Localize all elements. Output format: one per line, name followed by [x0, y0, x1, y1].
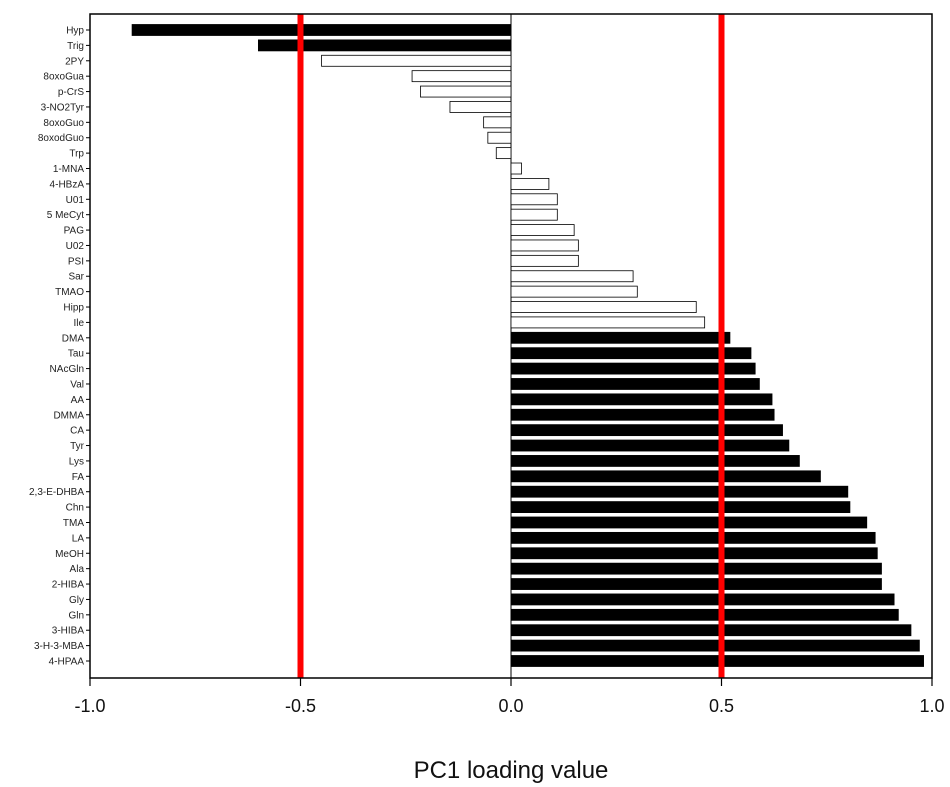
category-label: Trig — [67, 41, 84, 52]
category-label: PAG — [64, 226, 85, 237]
category-label: 2-HIBA — [52, 580, 85, 591]
category-label: 4-HBzA — [50, 179, 85, 190]
category-label: Lys — [69, 456, 84, 467]
bar-2-hiba — [510, 578, 882, 590]
category-label: TMA — [63, 518, 84, 529]
category-label: U01 — [66, 195, 85, 206]
x-tick-label: 0.5 — [709, 696, 734, 716]
bar-tyr — [510, 439, 790, 452]
x-tick-label: 1.0 — [919, 696, 944, 716]
bar-3-no2tyr — [449, 101, 512, 113]
category-label: Tau — [68, 349, 84, 360]
category-label: DMMA — [53, 410, 84, 421]
bar-ca — [510, 424, 783, 437]
bar-3-hiba — [510, 624, 912, 637]
category-label: DMA — [62, 333, 85, 344]
category-label: U02 — [66, 241, 85, 252]
category-labels: Hyp Trig 2PY 8oxoGua p-CrS 3-NO2Tyr 8oxoGuo 8ox… — [29, 26, 90, 668]
bar-tma — [510, 516, 868, 529]
category-label: 2PY — [65, 56, 84, 67]
bar-dmma — [510, 408, 775, 421]
category-label: 1-MNA — [53, 164, 84, 175]
bar-psi — [510, 254, 579, 267]
bar-2py — [321, 54, 512, 67]
bar-meoh — [510, 547, 878, 560]
bar-fa — [510, 470, 821, 483]
category-label: 3-NO2Tyr — [41, 102, 85, 113]
category-label: Trp — [69, 149, 84, 160]
category-label: Tyr — [70, 441, 85, 452]
bar-u01 — [510, 193, 558, 206]
bar-nacgln — [510, 362, 756, 375]
bar-p-crs — [420, 85, 512, 98]
category-label: NAcGln — [50, 364, 84, 375]
bar-4-hbza — [510, 178, 550, 190]
bar-lys — [510, 455, 800, 467]
category-label: 8oxoGuo — [43, 118, 84, 129]
bar-pag — [510, 224, 575, 236]
category-label: 8oxodGuo — [38, 133, 85, 144]
bar-trp — [495, 147, 512, 160]
bar-u02 — [510, 239, 579, 252]
bar-la — [510, 531, 876, 544]
bar-3-h-3-mba — [510, 639, 920, 652]
bar-8oxoguo — [483, 116, 512, 129]
category-label: CA — [70, 426, 84, 437]
category-label: MeOH — [55, 549, 84, 560]
bar-tmao — [510, 285, 638, 298]
x-tick-label: 0.0 — [498, 696, 523, 716]
bar-4-hpaa — [510, 655, 924, 667]
plot-frame — [89, 13, 933, 679]
category-label: 4-HPAA — [49, 657, 85, 668]
bar-hyp — [131, 24, 512, 36]
bar-5-mecyt — [510, 208, 558, 221]
category-label: LA — [72, 533, 85, 544]
category-label: Gln — [68, 610, 84, 621]
x-axis: -1.0 -0.5 0.0 0.5 1.0 — [74, 678, 945, 716]
bar-hipp — [510, 301, 697, 313]
bar-dma — [510, 331, 731, 344]
category-label: 8oxoGua — [43, 72, 84, 83]
bar-8oxodguo — [487, 131, 512, 144]
bar-ile — [510, 316, 706, 329]
bar-gly — [510, 593, 895, 606]
category-label: FA — [72, 472, 85, 483]
category-label: TMAO — [55, 287, 84, 298]
category-label: 2,3-E-DHBA — [29, 487, 84, 498]
bar-2-3-e-dhba — [510, 485, 849, 498]
bar-gln — [510, 608, 899, 621]
category-label: Ala — [70, 564, 85, 575]
category-label: Gly — [69, 595, 84, 606]
category-label: Val — [70, 379, 84, 390]
category-label: AA — [71, 395, 85, 406]
category-label: Chn — [66, 503, 84, 514]
category-label: PSI — [68, 256, 84, 267]
bar-tau — [510, 347, 752, 360]
category-label: 3-HIBA — [52, 626, 85, 637]
category-label: Hyp — [66, 26, 84, 37]
category-label: p-CrS — [58, 87, 84, 98]
x-tick-label: -0.5 — [285, 696, 316, 716]
category-label: 5 MeCyt — [47, 210, 84, 221]
x-tick-label: -1.0 — [74, 696, 105, 716]
category-label: 3-H-3-MBA — [34, 641, 84, 652]
bar-chn — [510, 501, 851, 513]
bar-aa — [510, 393, 773, 406]
category-label: Ile — [73, 318, 84, 329]
category-label: Sar — [68, 272, 84, 283]
bar-sar — [510, 270, 634, 283]
x-axis-title: PC1 loading value — [414, 757, 609, 784]
bar-1-mna — [510, 162, 522, 175]
threshold-lines — [297, 14, 725, 678]
bar-val — [510, 378, 760, 390]
bar-trig — [257, 39, 512, 52]
category-label: Hipp — [63, 303, 84, 314]
bar-8oxogua — [411, 70, 512, 83]
bar-ala — [510, 562, 882, 575]
bars — [131, 14, 924, 678]
